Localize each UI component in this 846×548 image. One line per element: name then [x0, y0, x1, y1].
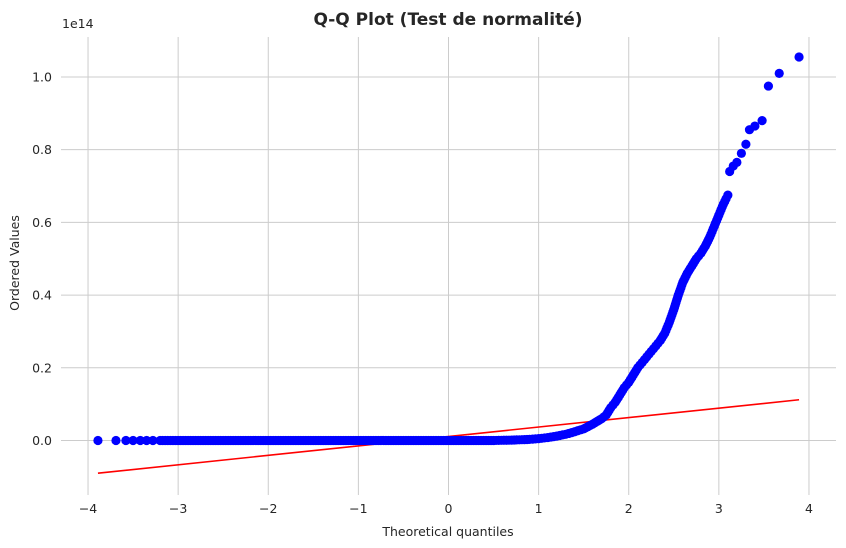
- data-point: [128, 435, 138, 446]
- y-axis-offset-text: 1e14: [62, 16, 94, 31]
- x-tick-label: 3: [715, 501, 723, 516]
- y-tick-label: 0.4: [32, 288, 52, 303]
- x-tick-label: 0: [445, 501, 453, 516]
- x-tick-label: 2: [625, 501, 633, 516]
- y-tick-label: 0.8: [32, 142, 52, 157]
- x-tick-label: −3: [169, 501, 187, 516]
- data-point: [757, 116, 767, 126]
- y-tick-labels: 0.0 0.2 0.4 0.6 0.8 1.0: [32, 69, 52, 447]
- data-point: [794, 52, 804, 62]
- y-tick-label: 0.6: [32, 215, 52, 230]
- y-tick-label: 0.0: [32, 433, 52, 448]
- data-point: [723, 190, 733, 200]
- y-tick-label: 1.0: [32, 69, 52, 84]
- x-tick-label: −2: [259, 501, 277, 516]
- x-tick-label: −4: [79, 501, 97, 516]
- data-point: [111, 435, 121, 446]
- data-point: [142, 435, 152, 446]
- data-point: [148, 435, 158, 446]
- y-tick-label: 0.2: [32, 360, 52, 375]
- x-axis-label: Theoretical quantiles: [381, 524, 513, 539]
- data-point: [121, 435, 131, 446]
- data-point: [763, 81, 774, 91]
- data-point: [135, 435, 145, 446]
- x-tick-labels: −4 −3 −2 −1 0 1 2 3 4: [79, 501, 813, 516]
- data-point: [732, 157, 742, 168]
- data-point: [774, 68, 784, 78]
- y-axis-label: Ordered Values: [7, 215, 22, 311]
- x-tick-label: 1: [535, 501, 543, 516]
- x-tick-label: −1: [349, 501, 367, 516]
- data-point: [741, 139, 751, 149]
- data-points: [93, 52, 804, 446]
- data-point: [93, 435, 103, 446]
- chart-title: Q-Q Plot (Test de normalité): [313, 10, 582, 30]
- x-tick-label: 4: [805, 501, 813, 516]
- data-point: [750, 121, 760, 131]
- data-point: [736, 148, 746, 158]
